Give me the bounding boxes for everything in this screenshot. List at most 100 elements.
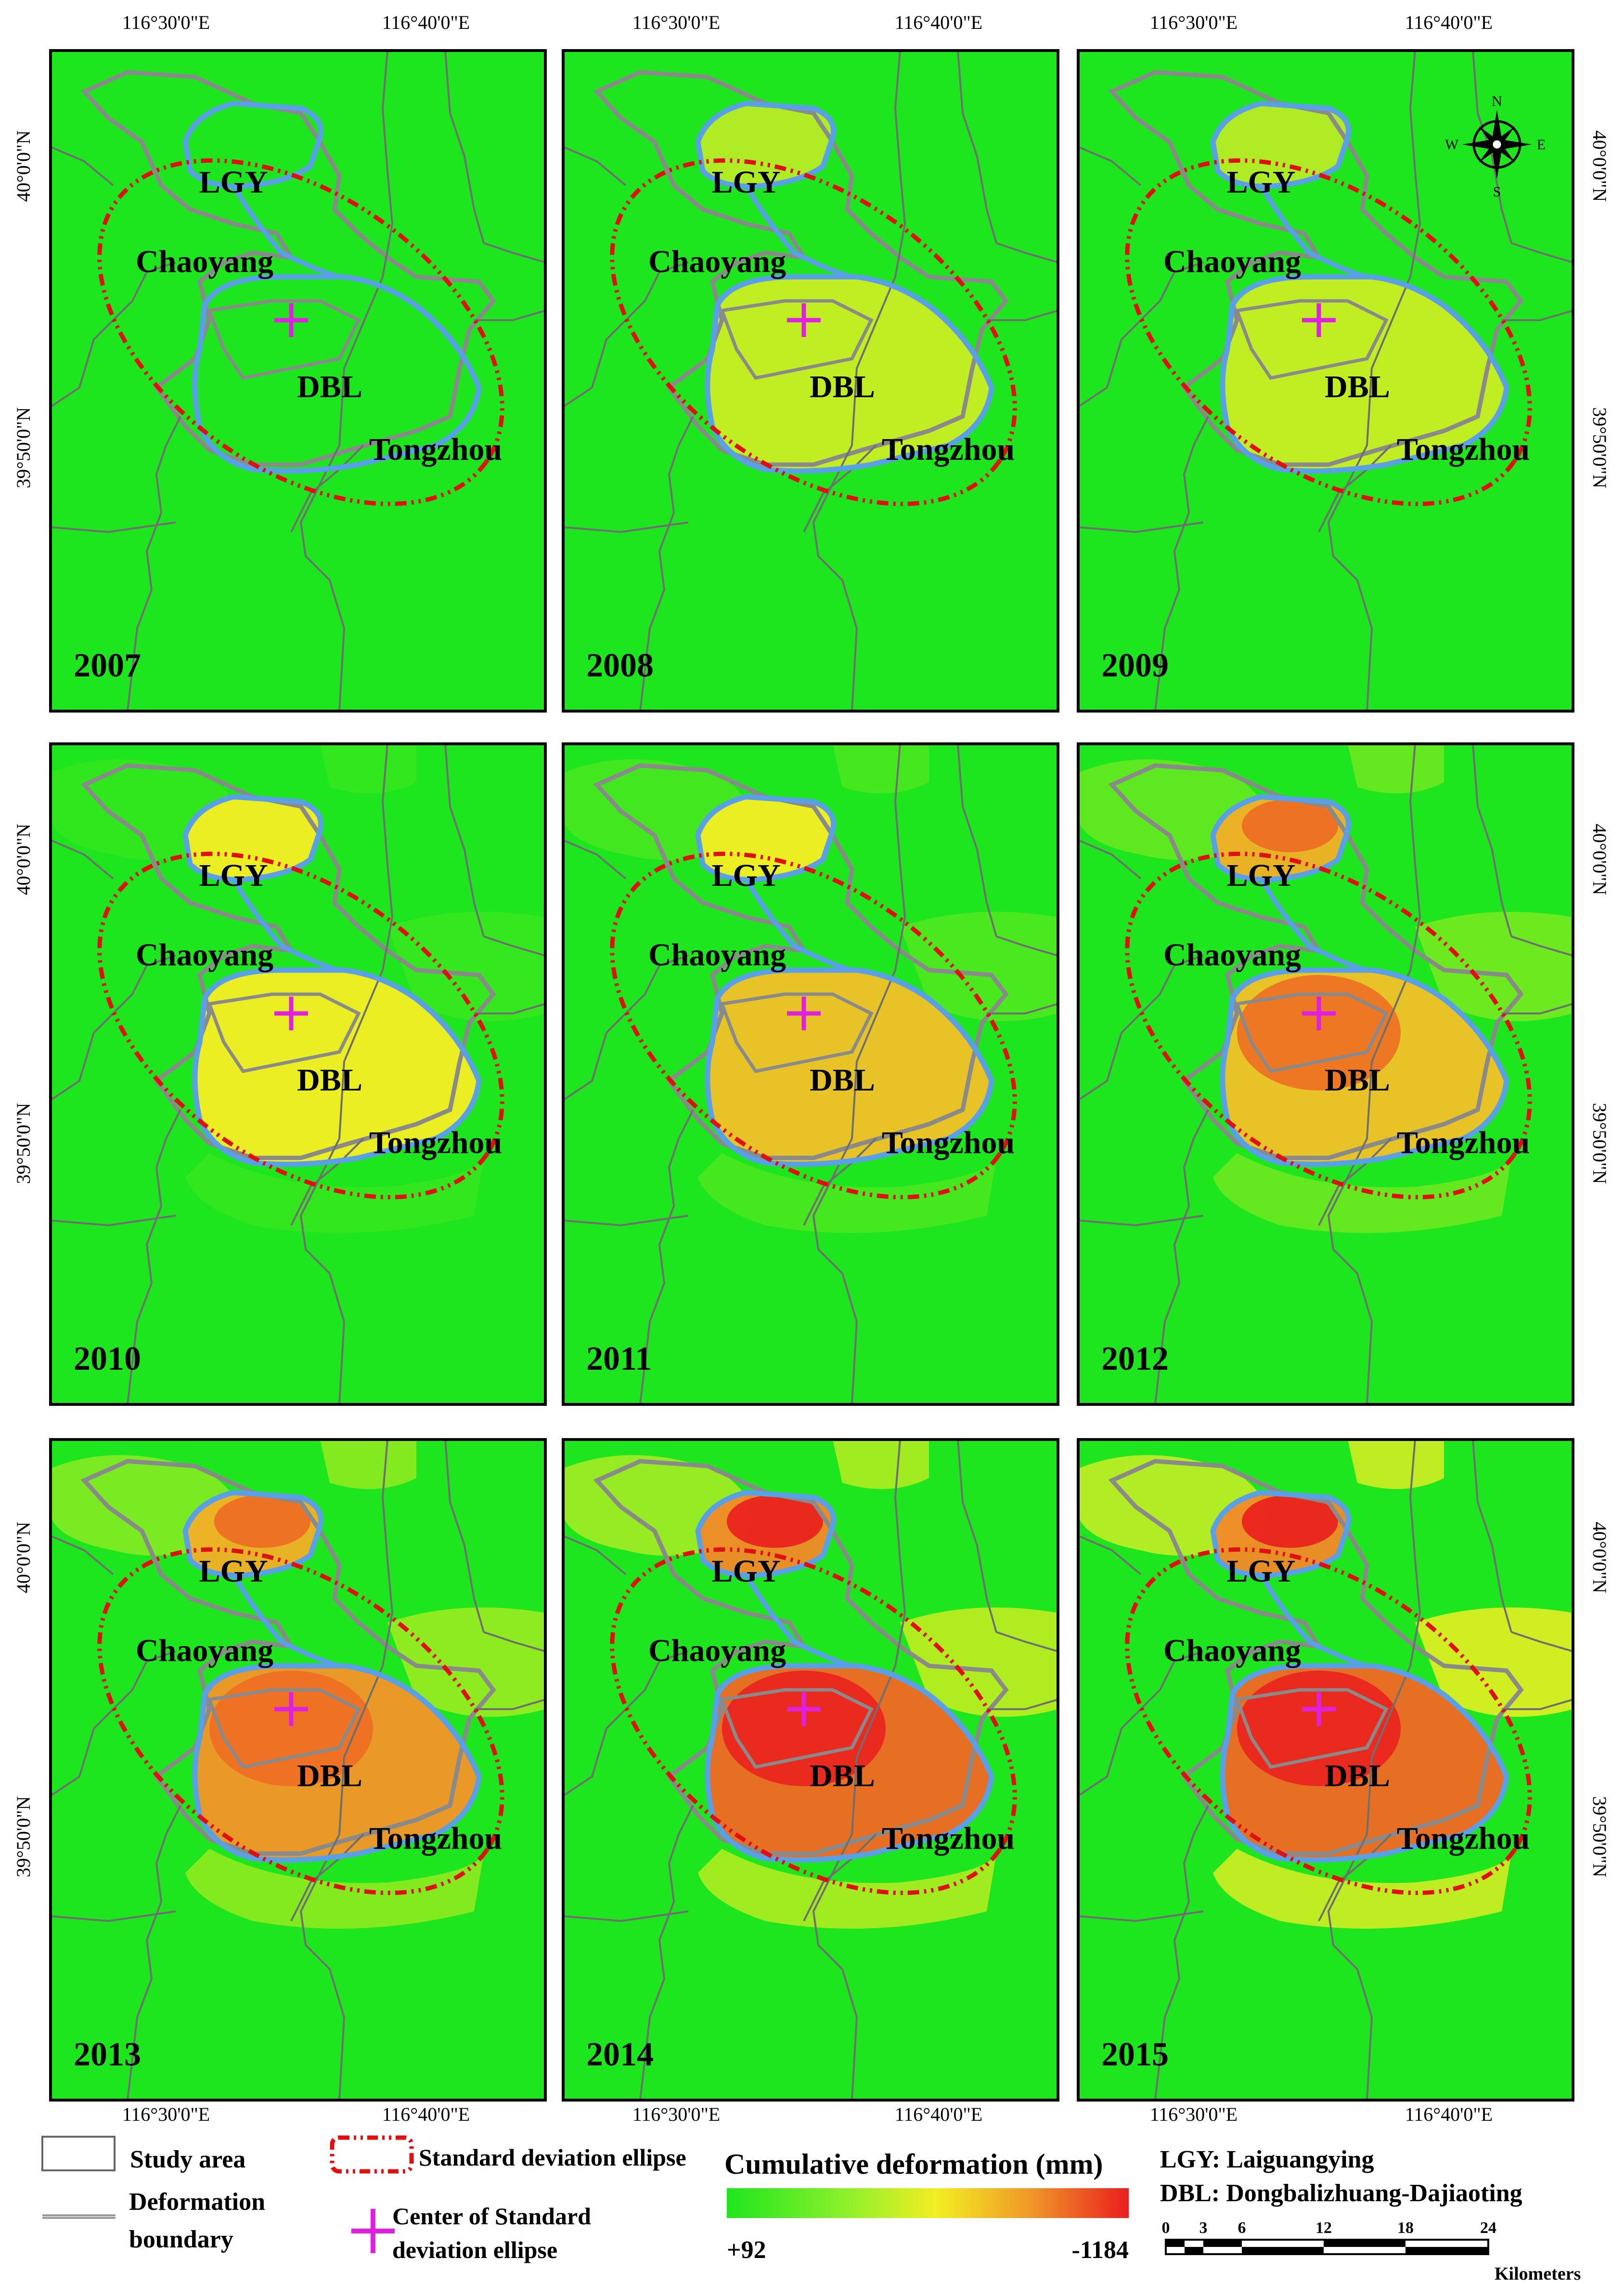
dbl-subsidence-zone xyxy=(708,970,992,1165)
district-boundary xyxy=(290,1138,364,1226)
ellipse-center-marker xyxy=(787,1692,821,1726)
district-boundary xyxy=(1078,146,1142,186)
district-boundary xyxy=(1502,310,1573,321)
scale-tick-label: 18 xyxy=(1397,2219,1414,2237)
lat-label-north: 40°0'0"N xyxy=(1589,1522,1611,1593)
study-area-dbl xyxy=(192,274,482,474)
label-chaoyang: Chaoyang xyxy=(648,1633,786,1668)
lat-label-south: 39°50'0"N xyxy=(1589,1796,1611,1877)
deformation-raster xyxy=(51,51,545,711)
map-panels: LGYChaoyangDBLTongzhou2007LGYChaoyangDBL… xyxy=(49,49,1574,2102)
district-boundary xyxy=(957,744,997,937)
district-boundary xyxy=(1511,935,1573,957)
district-boundary xyxy=(639,1805,694,2100)
dbl-subsidence-zone xyxy=(195,970,479,1165)
lon-label-west: 116°30'0"E xyxy=(1150,12,1237,33)
colorbar xyxy=(727,2188,1129,2218)
district-boundary xyxy=(299,1440,394,2100)
year-label: 2015 xyxy=(1101,2036,1169,2073)
ellipse-center-marker xyxy=(274,1692,308,1726)
deformation-boundary xyxy=(593,763,1009,1160)
district-boundary xyxy=(299,51,394,711)
ellipse-center-marker xyxy=(787,303,821,337)
lon-label-east: 116°40'0"E xyxy=(895,2103,982,2125)
ellipse-center-marker xyxy=(274,303,308,337)
district-boundary xyxy=(957,51,997,244)
label-lgy: LGY xyxy=(1226,858,1295,893)
district-boundary xyxy=(51,1535,114,1575)
study-area-dbl xyxy=(1220,1663,1509,1863)
lon-label-west: 116°30'0"E xyxy=(122,2103,210,2125)
district-boundary xyxy=(127,416,181,711)
legend-deformation-boundary-line1: Deformation xyxy=(129,2188,265,2216)
deformation-boundary xyxy=(593,1459,1009,1856)
study-area-lgy xyxy=(695,794,837,882)
district-boundary xyxy=(639,416,694,711)
lon-label-east: 116°40'0"E xyxy=(1405,12,1493,33)
legend: Study area Deformation boundary Standard… xyxy=(41,2135,1581,2284)
label-chaoyang: Chaoyang xyxy=(136,937,273,973)
study-area-swatch xyxy=(41,2136,116,2171)
label-lgy: LGY xyxy=(199,858,268,893)
district-boundary xyxy=(127,1109,181,1404)
lgy-subsidence-zone xyxy=(185,797,321,880)
label-tongzhou: Tongzhou xyxy=(1397,1821,1530,1856)
label-tongzhou: Tongzhou xyxy=(1397,1125,1530,1160)
year-label: 2013 xyxy=(74,2036,141,2073)
scale-bar: 0 3 6 12 18 24 Kilometers xyxy=(1162,2219,1581,2284)
label-tongzhou: Tongzhou xyxy=(369,432,502,467)
label-tongzhou: Tongzhou xyxy=(882,1821,1015,1856)
panel-frame xyxy=(562,49,1059,713)
district-boundary xyxy=(444,51,485,244)
label-dbl: DBL xyxy=(297,1063,362,1098)
district-boundary xyxy=(563,146,627,186)
district-boundary xyxy=(803,1138,877,1226)
district-boundary xyxy=(1502,1699,1573,1710)
district-boundary xyxy=(987,310,1058,321)
district-boundary xyxy=(563,1535,627,1575)
peripheral-subsidence xyxy=(1078,744,1573,1233)
district-boundary xyxy=(957,1440,997,1633)
deformation-boundary xyxy=(80,70,496,467)
district-boundary xyxy=(474,1003,545,1014)
label-dbl: DBL xyxy=(297,369,362,404)
district-boundary xyxy=(1318,444,1392,532)
lon-label-west: 116°30'0"E xyxy=(632,2103,720,2125)
bottom-longitude-labels: 116°30'0"E 116°40'0"E 116°30'0"E 116°40'… xyxy=(122,2103,1493,2125)
district-boundary xyxy=(51,839,114,880)
deformation-boundary xyxy=(1108,1459,1524,1856)
district-boundary xyxy=(1327,744,1421,1404)
year-label: 2010 xyxy=(74,1340,141,1377)
district-boundary xyxy=(290,1833,364,1921)
lon-label-east: 116°40'0"E xyxy=(382,2103,470,2125)
lat-label-north: 40°0'0"N xyxy=(1589,130,1611,202)
district-boundary xyxy=(1327,51,1421,711)
district-boundary xyxy=(996,242,1058,263)
label-lgy: LGY xyxy=(1226,1554,1295,1589)
center-swatch xyxy=(351,2209,395,2253)
label-dbl: DBL xyxy=(1325,1063,1390,1098)
study-area-lgy xyxy=(182,101,324,189)
label-lgy: LGY xyxy=(1226,165,1295,200)
legend-deformation-boundary-line2: boundary xyxy=(129,2226,233,2253)
district-boundary xyxy=(1078,1535,1142,1575)
lat-label-south: 39°50'0"N xyxy=(1589,407,1611,488)
district-boundary xyxy=(1154,1805,1209,2100)
dbl-subsidence-zone xyxy=(1223,277,1507,471)
lon-label-east: 116°40'0"E xyxy=(895,12,982,33)
study-area-dbl xyxy=(1220,967,1509,1167)
label-tongzhou: Tongzhou xyxy=(369,1821,502,1856)
district-boundary xyxy=(1078,839,1142,880)
study-area-dbl xyxy=(192,1663,482,1863)
dbl-subsidence-zone xyxy=(708,277,992,471)
study-area-lgy xyxy=(1210,101,1352,189)
peripheral-subsidence xyxy=(51,1440,545,1929)
panel-frame xyxy=(1077,1438,1574,2102)
